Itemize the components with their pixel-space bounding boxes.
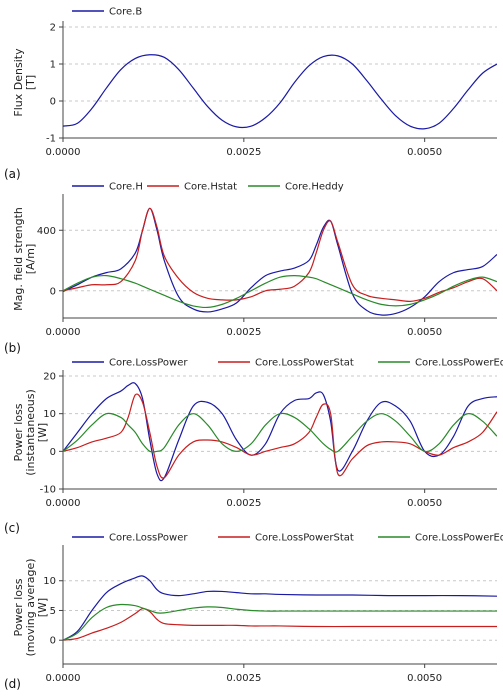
y-axis-label: (instantaneous) — [24, 389, 37, 476]
y-axis-label: [A/m] — [24, 244, 37, 275]
y-axis-label: (moving average) — [24, 558, 37, 656]
x-tick-label: 0.0050 — [407, 673, 442, 684]
series-line-core-losspower — [63, 382, 497, 482]
y-tick-label: 10 — [43, 576, 56, 587]
y-tick-label: 0 — [50, 636, 56, 647]
x-tick-label: 0.0000 — [46, 673, 81, 684]
y-tick-label: -10 — [40, 485, 56, 496]
x-tick-label: 0.0025 — [226, 673, 261, 684]
legend-entry: Core.LossPowerStat — [255, 533, 354, 544]
series-line-core-losspowerstat — [63, 393, 497, 479]
chart-panel-b: 0 400 0.0000 0.0025 0.0050 Mag. field strengt… — [4, 182, 497, 355]
x-tick-label: 0.0050 — [407, 498, 442, 509]
panel-label: (d) — [4, 677, 21, 691]
y-tick-label: 400 — [37, 226, 56, 237]
series-line-core-losspowereddy — [63, 412, 497, 453]
x-tick-label: 0.0050 — [407, 327, 442, 338]
series-line-core-hstat — [63, 207, 497, 302]
x-tick-label: 0.0000 — [46, 498, 81, 509]
legend-entry: Core.LossPowerEddy — [415, 533, 503, 544]
x-tick-label: 0.0000 — [46, 147, 81, 158]
legend-entry: Core.B — [109, 7, 142, 18]
series-line-core-heddy — [63, 274, 497, 309]
y-tick-label: 0 — [50, 286, 56, 297]
legend-entry: Core.Heddy — [285, 182, 344, 193]
y-axis-label: Power loss — [12, 578, 25, 636]
legend-entry: Core.LossPower — [109, 533, 188, 544]
y-tick-label: -1 — [46, 134, 56, 145]
y-axis-label: [T] — [24, 75, 37, 90]
panel-label: (c) — [4, 521, 20, 535]
x-tick-label: 0.0025 — [226, 327, 261, 338]
chart-panel-c: -10 0 10 20 0.0000 0.0025 0.0050 Power loss (ins… — [4, 358, 503, 536]
y-tick-label: 20 — [43, 372, 56, 383]
y-tick-label: 5 — [50, 606, 56, 617]
y-axis-label: [W] — [36, 423, 49, 442]
y-axis-label: Flux Density — [12, 48, 25, 117]
y-axis-label: Power loss — [12, 403, 25, 461]
y-tick-label: 10 — [43, 409, 56, 420]
panel-label: (a) — [4, 167, 21, 181]
legend-entry: Core.LossPowerEddy — [415, 358, 503, 369]
y-axis-label: [W] — [36, 598, 49, 617]
series-line-core-losspowereddy — [63, 603, 497, 641]
x-tick-label: 0.0025 — [226, 498, 261, 509]
series-line-core-losspower — [63, 575, 497, 641]
legend-entry: Core.LossPower — [109, 358, 188, 369]
legend-entry: Core.H — [109, 182, 143, 193]
series-line-core-b — [63, 54, 497, 130]
legend-entry: Core.LossPowerStat — [255, 358, 354, 369]
x-tick-label: 0.0000 — [46, 327, 81, 338]
y-axis-label: Mag. field strength — [12, 207, 25, 311]
y-tick-label: 0 — [50, 447, 56, 458]
chart-panel-d: 0 5 10 0.0000 0.0025 0.0050 Power loss (moving … — [4, 533, 503, 692]
x-tick-label: 0.0025 — [226, 147, 261, 158]
series-line-core-h — [63, 207, 497, 316]
legend-entry: Core.Hstat — [184, 182, 237, 193]
y-tick-label: 0 — [50, 97, 56, 108]
x-tick-label: 0.0050 — [407, 147, 442, 158]
panel-label: (b) — [4, 341, 21, 355]
chart-panel-a: -1 0 1 2 0.0000 0.0025 0.0050 Flux Density [T] Co… — [4, 7, 497, 181]
y-tick-label: 1 — [50, 60, 56, 71]
series-line-core-losspowerstat — [63, 608, 497, 641]
y-tick-label: 2 — [50, 23, 56, 34]
